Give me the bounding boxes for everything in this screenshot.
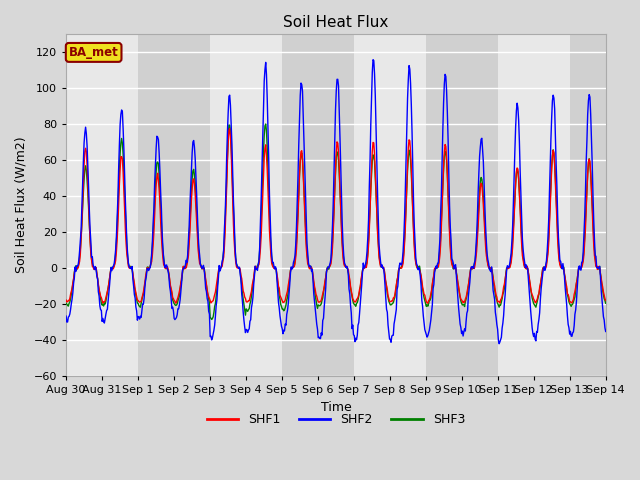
Legend: SHF1, SHF2, SHF3: SHF1, SHF2, SHF3 [202, 408, 470, 431]
X-axis label: Time: Time [321, 400, 351, 413]
Bar [66, 34, 138, 376]
Bar [282, 34, 354, 376]
Bar [138, 34, 210, 376]
Bar [354, 34, 426, 376]
Bar [498, 34, 570, 376]
Bar [426, 34, 498, 376]
Bar [570, 34, 605, 376]
Title: Soil Heat Flux: Soil Heat Flux [283, 15, 388, 30]
Y-axis label: Soil Heat Flux (W/m2): Soil Heat Flux (W/m2) [15, 137, 28, 273]
Bar [210, 34, 282, 376]
Text: BA_met: BA_met [68, 46, 118, 59]
